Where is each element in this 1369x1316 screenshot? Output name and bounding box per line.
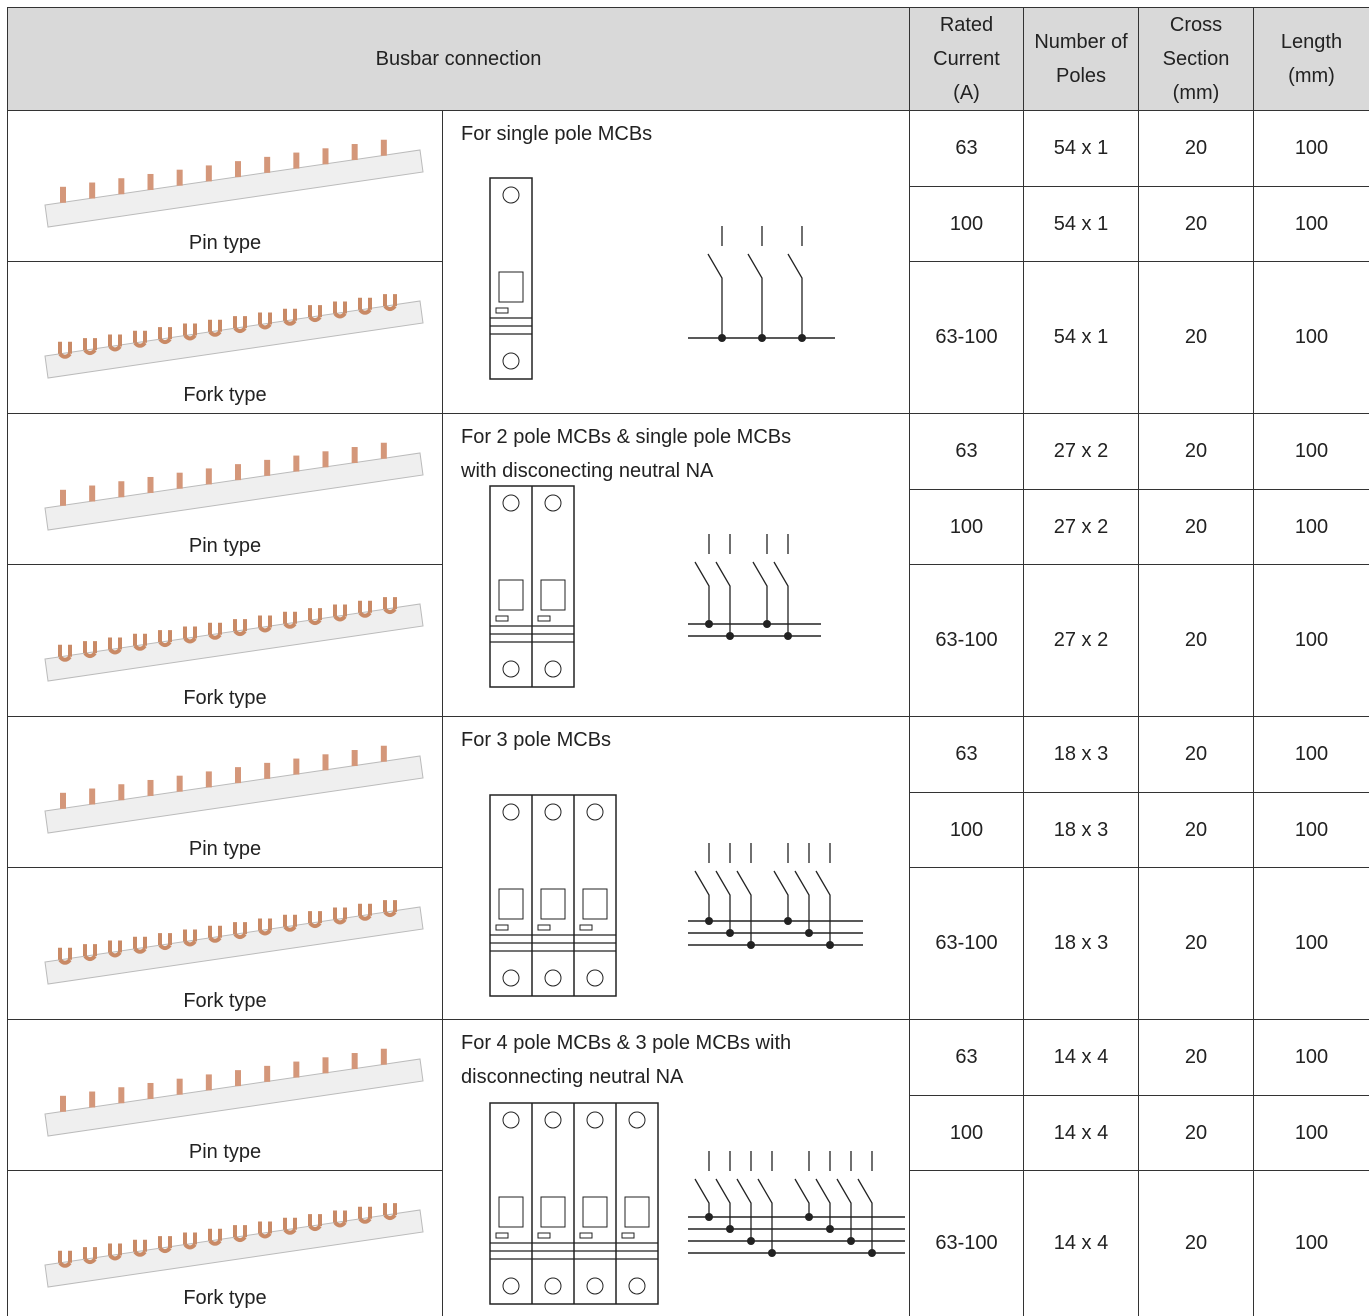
value-cell: 63 (909, 1019, 1023, 1095)
header-text: Busbar connection (375, 48, 542, 70)
value-cell: 63 (909, 110, 1023, 186)
value-cell: 20 (1138, 792, 1253, 867)
value-cell: 54 x 1 (1023, 261, 1138, 413)
value-cell: 14 x 4 (1023, 1170, 1138, 1316)
value-cell: 54 x 1 (1023, 186, 1138, 261)
value-cell: 63-100 (909, 1170, 1023, 1316)
value-cell: 100 (909, 1095, 1023, 1170)
header-cell: Rated Current (A) (909, 7, 1023, 110)
pin-label: Pin type (188, 1141, 262, 1163)
value-cell: 14 x 4 (1023, 1095, 1138, 1170)
description-line: For 3 pole MCBs (461, 729, 612, 751)
header-cell: Cross Section (mm) (1138, 7, 1253, 110)
header-cell: Length (mm) (1253, 7, 1369, 110)
value-cell: 20 (1138, 1170, 1253, 1316)
value-cell: 100 (1253, 1170, 1369, 1316)
value-cell: 20 (1138, 413, 1253, 489)
value-cell: 27 x 2 (1023, 564, 1138, 716)
header-text: Section (1162, 48, 1230, 70)
image-cell: Fork type (7, 261, 442, 413)
fork-label: Fork type (183, 384, 267, 406)
header-text: (mm) (1172, 82, 1220, 104)
value-cell: 20 (1138, 1019, 1253, 1095)
value-cell: 63-100 (909, 564, 1023, 716)
value-cell: 100 (1253, 413, 1369, 489)
value-cell: 100 (1253, 867, 1369, 1019)
value-cell: 20 (1138, 186, 1253, 261)
value-cell: 100 (1253, 261, 1369, 413)
description-line: disconnecting neutral NA (461, 1066, 684, 1088)
value-cell: 100 (909, 186, 1023, 261)
header-text: Current (933, 48, 1000, 70)
value-cell: 20 (1138, 867, 1253, 1019)
value-cell: 63-100 (909, 261, 1023, 413)
value-cell: 27 x 2 (1023, 413, 1138, 489)
description-line: For single pole MCBs (461, 123, 653, 145)
fork-label: Fork type (183, 1287, 267, 1309)
header-text: Cross (1169, 14, 1223, 36)
image-cell: Pin type (7, 110, 442, 261)
image-cell: Pin type (7, 413, 442, 564)
description-cell: For 2 pole MCBs & single pole MCBs with d… (442, 413, 909, 716)
value-cell: 27 x 2 (1023, 489, 1138, 564)
value-cell: 63 (909, 716, 1023, 792)
header-text: (A) (953, 82, 980, 104)
value-cell: 20 (1138, 110, 1253, 186)
header-text: Number of (1034, 31, 1128, 53)
value-cell: 18 x 3 (1023, 792, 1138, 867)
image-cell: Fork type (7, 564, 442, 716)
value-cell: 100 (909, 792, 1023, 867)
image-cell: Pin type (7, 1019, 442, 1170)
header-text: Rated (939, 14, 994, 36)
description-line: For 4 pole MCBs & 3 pole MCBs with (461, 1032, 792, 1054)
pin-label: Pin type (188, 535, 262, 557)
value-cell: 14 x 4 (1023, 1019, 1138, 1095)
value-cell: 100 (1253, 792, 1369, 867)
value-cell: 63 (909, 413, 1023, 489)
image-cell: Fork type (7, 867, 442, 1019)
value-cell: 20 (1138, 489, 1253, 564)
header-text: (mm) (1288, 65, 1335, 87)
header-cell: Busbar connection (7, 7, 909, 110)
image-cell: Fork type (7, 1170, 442, 1316)
value-cell: 20 (1138, 1095, 1253, 1170)
value-cell: 20 (1138, 261, 1253, 413)
value-cell: 100 (909, 489, 1023, 564)
value-cell: 20 (1138, 716, 1253, 792)
value-cell: 20 (1138, 564, 1253, 716)
description-cell: For 4 pole MCBs & 3 pole MCBs with discon… (442, 1019, 909, 1316)
value-cell: 18 x 3 (1023, 716, 1138, 792)
value-cell: 100 (1253, 186, 1369, 261)
header-text: Length (1280, 31, 1343, 53)
fork-label: Fork type (183, 990, 267, 1012)
description-cell: For 3 pole MCBs (442, 716, 909, 1019)
value-cell: 54 x 1 (1023, 110, 1138, 186)
description-line: For 2 pole MCBs & single pole MCBs (461, 426, 792, 448)
value-cell: 100 (1253, 564, 1369, 716)
value-cell: 18 x 3 (1023, 867, 1138, 1019)
value-cell: 100 (1253, 1095, 1369, 1170)
header-text: Poles (1055, 65, 1107, 87)
value-cell: 100 (1253, 716, 1369, 792)
pin-label: Pin type (188, 838, 262, 860)
pin-label: Pin type (188, 232, 262, 254)
value-cell: 63-100 (909, 867, 1023, 1019)
description-cell: For single pole MCBs (442, 110, 909, 413)
value-cell: 100 (1253, 110, 1369, 186)
value-cell: 100 (1253, 489, 1369, 564)
image-cell: Pin type (7, 716, 442, 867)
value-cell: 100 (1253, 1019, 1369, 1095)
description-line: with disconecting neutral NA (461, 460, 714, 482)
header-cell: Number of Poles (1023, 7, 1138, 110)
fork-label: Fork type (183, 687, 267, 709)
